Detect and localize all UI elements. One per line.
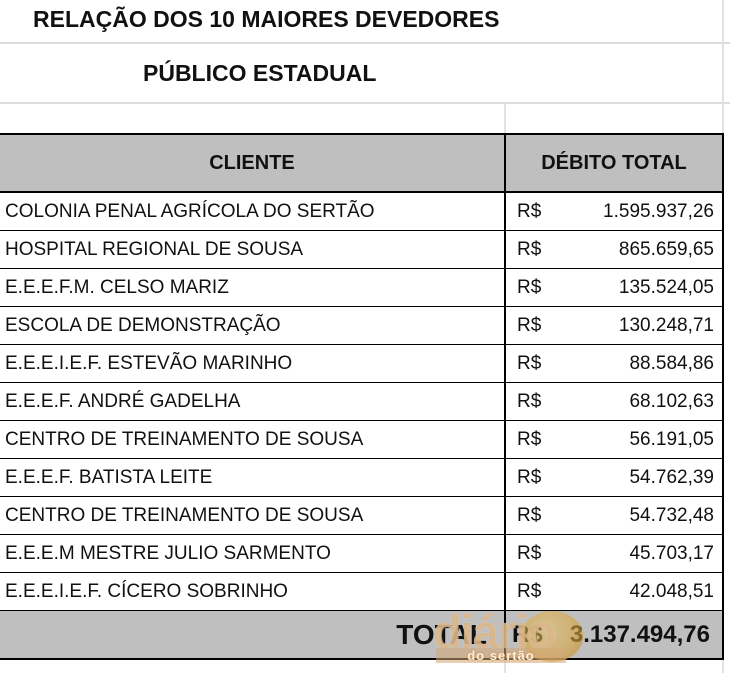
report-title-band: RELAÇÃO DOS 10 MAIORES DEVEDORES bbox=[0, 0, 730, 44]
debt-cell: R$ 54.732,48 bbox=[506, 497, 722, 534]
table-row: COLONIA PENAL AGRÍCOLA DO SERTÃO R$ 1.59… bbox=[0, 193, 722, 231]
client-cell: COLONIA PENAL AGRÍCOLA DO SERTÃO bbox=[0, 193, 506, 230]
row-value: 1.595.937,26 bbox=[603, 200, 714, 222]
table-row: E.E.E.I.E.F. CÍCERO SOBRINHO R$ 42.048,5… bbox=[0, 573, 722, 611]
client-cell: E.E.E.I.E.F. CÍCERO SOBRINHO bbox=[0, 573, 506, 610]
debt-cell: R$ 56.191,05 bbox=[506, 421, 722, 458]
page-title: RELAÇÃO DOS 10 MAIORES DEVEDORES bbox=[33, 5, 500, 32]
debtors-table: CLIENTE DÉBITO TOTAL COLONIA PENAL AGRÍC… bbox=[0, 133, 724, 660]
debt-cell: R$ 68.102,63 bbox=[506, 383, 722, 420]
client-cell: E.E.E.M MESTRE JULIO SARMENTO bbox=[0, 535, 506, 572]
table-row: E.E.E.F. ANDRÉ GADELHA R$ 68.102,63 bbox=[0, 383, 722, 421]
row-value: 45.703,17 bbox=[629, 542, 714, 564]
row-value: 130.248,71 bbox=[618, 314, 714, 336]
client-cell: E.E.E.F.M. CELSO MARIZ bbox=[0, 269, 506, 306]
debt-cell: R$ 54.762,39 bbox=[506, 459, 722, 496]
debt-cell: R$ 135.524,05 bbox=[506, 269, 722, 306]
row-currency: R$ bbox=[517, 200, 542, 222]
spacer-row bbox=[0, 104, 730, 133]
debt-cell: R$ 45.703,17 bbox=[506, 535, 722, 572]
gridline-right-top bbox=[722, 0, 724, 133]
row-value: 865.659,65 bbox=[618, 238, 714, 260]
total-label: TOTAL bbox=[0, 611, 506, 658]
table-row: E.E.E.F.M. CELSO MARIZ R$ 135.524,05 bbox=[0, 269, 722, 307]
client-cell: E.E.E.I.E.F. ESTEVÃO MARINHO bbox=[0, 345, 506, 382]
debt-cell: R$ 865.659,65 bbox=[506, 231, 722, 268]
table-row: CENTRO DE TREINAMENTO DE SOUSA R$ 54.732… bbox=[0, 497, 722, 535]
table-body: COLONIA PENAL AGRÍCOLA DO SERTÃO R$ 1.59… bbox=[0, 193, 722, 611]
row-currency: R$ bbox=[517, 542, 542, 564]
client-cell: CENTRO DE TREINAMENTO DE SOUSA bbox=[0, 497, 506, 534]
total-row: TOTAL R$ 3.137.494,76 bbox=[0, 611, 722, 660]
table-row: CENTRO DE TREINAMENTO DE SOUSA R$ 56.191… bbox=[0, 421, 722, 459]
row-value: 135.524,05 bbox=[618, 276, 714, 298]
row-currency: R$ bbox=[517, 580, 542, 602]
row-value: 56.191,05 bbox=[629, 428, 714, 450]
debt-cell: R$ 130.248,71 bbox=[506, 307, 722, 344]
row-currency: R$ bbox=[517, 276, 542, 298]
client-cell: E.E.E.F. ANDRÉ GADELHA bbox=[0, 383, 506, 420]
row-currency: R$ bbox=[517, 238, 542, 260]
row-currency: R$ bbox=[517, 314, 542, 336]
table-row: E.E.E.I.E.F. ESTEVÃO MARINHO R$ 88.584,8… bbox=[0, 345, 722, 383]
row-currency: R$ bbox=[517, 504, 542, 526]
row-value: 88.584,86 bbox=[629, 352, 714, 374]
gridline-middle-gap bbox=[504, 104, 506, 133]
total-currency-symbol: R$ bbox=[512, 620, 543, 648]
client-cell: E.E.E.F. BATISTA LEITE bbox=[0, 459, 506, 496]
row-value: 68.102,63 bbox=[629, 390, 714, 412]
client-cell: CENTRO DE TREINAMENTO DE SOUSA bbox=[0, 421, 506, 458]
row-currency: R$ bbox=[517, 466, 542, 488]
debt-cell: R$ 42.048,51 bbox=[506, 573, 722, 610]
table-header-row: CLIENTE DÉBITO TOTAL bbox=[0, 135, 722, 193]
total-value: 3.137.494,76 bbox=[569, 620, 710, 648]
debt-cell: R$ 1.595.937,26 bbox=[506, 193, 722, 230]
table-row: E.E.E.F. BATISTA LEITE R$ 54.762,39 bbox=[0, 459, 722, 497]
table-row: HOSPITAL REGIONAL DE SOUSA R$ 865.659,65 bbox=[0, 231, 722, 269]
report-subtitle-band: PÚBLICO ESTADUAL bbox=[0, 44, 730, 104]
row-value: 54.732,48 bbox=[629, 504, 714, 526]
table-row: E.E.E.M MESTRE JULIO SARMENTO R$ 45.703,… bbox=[0, 535, 722, 573]
row-value: 42.048,51 bbox=[629, 580, 714, 602]
table-row: ESCOLA DE DEMONSTRAÇÃO R$ 130.248,71 bbox=[0, 307, 722, 345]
row-currency: R$ bbox=[517, 390, 542, 412]
column-header-debito-total: DÉBITO TOTAL bbox=[541, 151, 687, 174]
row-value: 54.762,39 bbox=[629, 466, 714, 488]
column-header-cliente: CLIENTE bbox=[0, 135, 506, 191]
debt-cell: R$ 88.584,86 bbox=[506, 345, 722, 382]
client-cell: HOSPITAL REGIONAL DE SOUSA bbox=[0, 231, 506, 268]
page-subtitle: PÚBLICO ESTADUAL bbox=[143, 59, 377, 86]
total-debt-cell: R$ 3.137.494,76 bbox=[506, 611, 722, 658]
client-cell: ESCOLA DE DEMONSTRAÇÃO bbox=[0, 307, 506, 344]
gridline-right-bottom bbox=[722, 660, 724, 673]
row-currency: R$ bbox=[517, 428, 542, 450]
gridline-middle-bottom bbox=[504, 660, 506, 673]
row-currency: R$ bbox=[517, 352, 542, 374]
